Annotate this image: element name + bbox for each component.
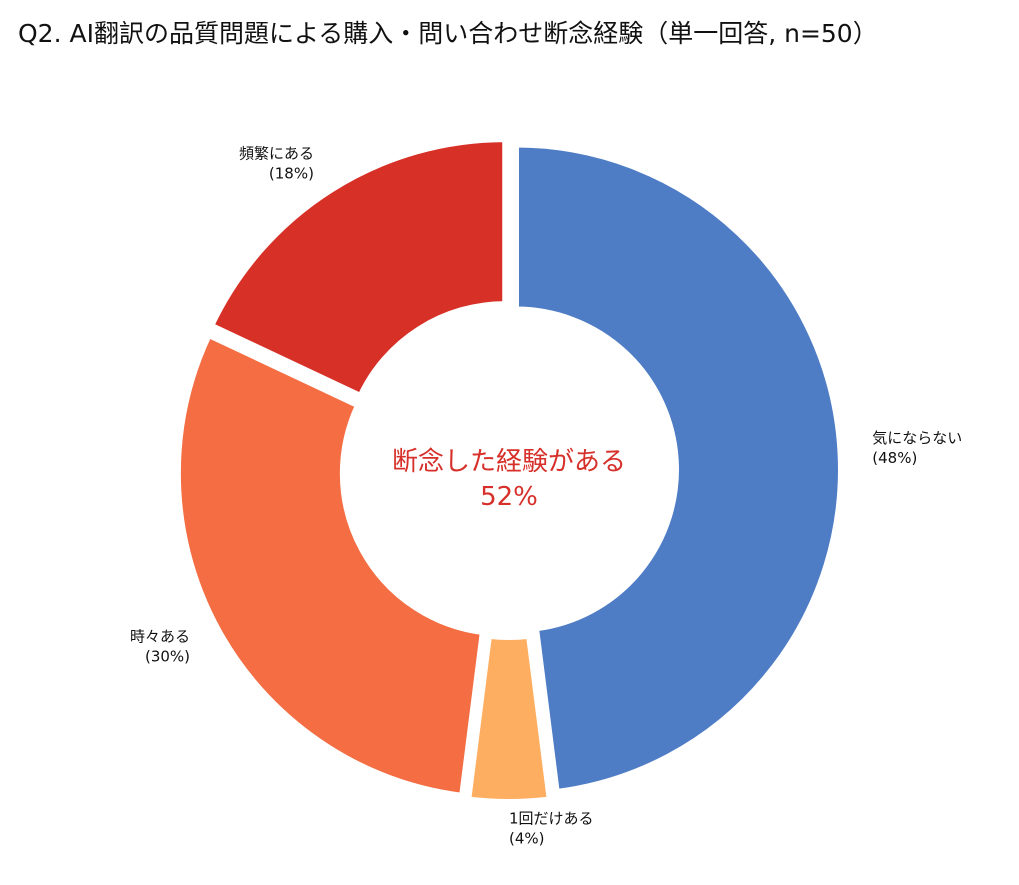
center-label-value: 52% xyxy=(480,482,538,512)
center-label-line1: 断念した経験がある xyxy=(392,447,626,477)
slice-3 xyxy=(178,335,483,796)
slice-pct-label-4: (18%) xyxy=(269,165,314,183)
slice-pct-label-3: (30%) xyxy=(145,647,190,665)
slice-pct-label-1: (48%) xyxy=(872,449,917,467)
slice-label-4: 頻繁にある xyxy=(239,145,314,163)
slice-pct-label-2: (4%) xyxy=(509,830,545,848)
slice-label-1: 気にならない xyxy=(872,429,962,447)
slice-label-2: 1回だけある xyxy=(509,810,594,828)
slice-label-3: 時々ある xyxy=(130,627,190,645)
